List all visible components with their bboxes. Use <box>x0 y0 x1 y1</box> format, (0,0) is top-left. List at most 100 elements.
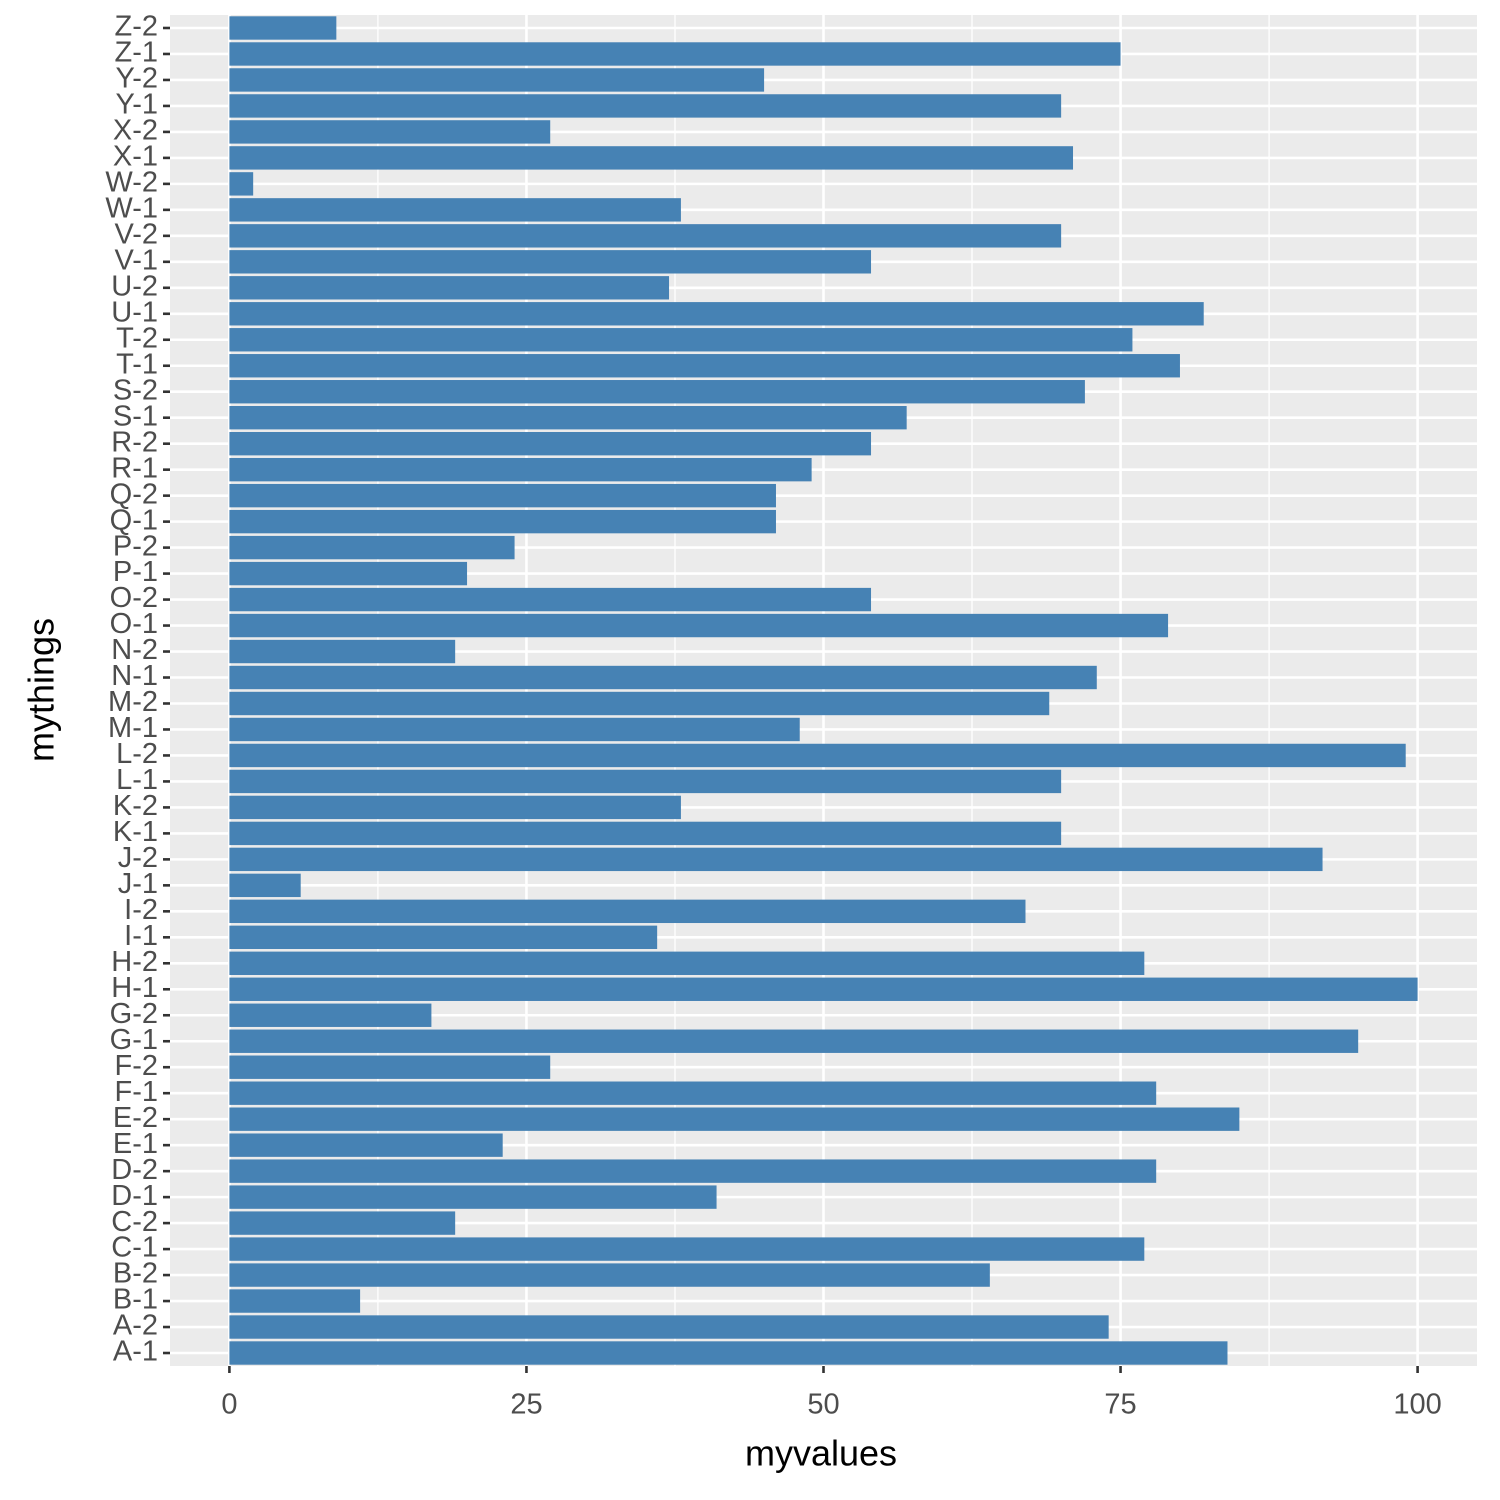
bar <box>229 302 1204 326</box>
bar <box>229 146 1074 170</box>
y-axis-title: mythings <box>21 618 62 762</box>
bar <box>229 224 1062 248</box>
y-tick-label: N-1 <box>111 660 158 692</box>
bar <box>229 1081 1157 1105</box>
bar <box>229 483 776 508</box>
bar <box>229 42 1121 66</box>
y-tick-label: J-2 <box>118 842 158 874</box>
y-tick-label: Z-2 <box>115 11 159 43</box>
bar <box>229 769 1062 794</box>
bar <box>229 1159 1157 1183</box>
bar <box>229 535 515 560</box>
y-tick-label: P-2 <box>113 530 158 562</box>
y-tick-label: X-1 <box>113 141 158 173</box>
y-tick-label: C-1 <box>111 1232 158 1264</box>
bar <box>229 328 1133 352</box>
bar <box>229 16 337 40</box>
y-tick-label: V-1 <box>114 244 158 276</box>
bar <box>229 172 254 196</box>
y-tick-label: K-2 <box>113 790 158 822</box>
bar <box>229 198 681 222</box>
y-tick-label: A-2 <box>113 1310 158 1342</box>
bar <box>229 951 1145 975</box>
bar <box>229 561 468 586</box>
y-tick-label: A-1 <box>113 1336 158 1368</box>
y-tick-label: M-1 <box>108 712 158 744</box>
y-tick-label: G-2 <box>110 998 158 1030</box>
bar <box>229 1341 1228 1365</box>
y-tick-label: D-2 <box>111 1154 158 1186</box>
bar <box>229 380 1085 404</box>
bar <box>229 509 776 534</box>
x-tick-label: 75 <box>1104 1389 1136 1421</box>
y-tick-label: R-1 <box>111 452 158 484</box>
bar <box>229 250 872 274</box>
y-tick-label: Q-1 <box>110 504 158 536</box>
y-tick-label: U-1 <box>111 296 158 328</box>
y-tick-label: V-2 <box>114 218 158 250</box>
bar <box>229 873 301 898</box>
y-tick-label: Y-1 <box>116 89 158 121</box>
y-tick-label: H-2 <box>111 946 158 978</box>
bar <box>229 276 670 300</box>
bar <box>229 821 1062 846</box>
bar <box>229 1133 503 1157</box>
y-tick-label: K-1 <box>113 816 158 848</box>
y-tick-label: F-1 <box>115 1076 159 1108</box>
bar <box>229 587 872 612</box>
x-tick-label: 50 <box>807 1389 839 1421</box>
y-tick-label: R-2 <box>111 426 158 458</box>
y-tick-label: T-2 <box>116 322 158 354</box>
bar <box>229 94 1062 118</box>
y-tick-label: Q-2 <box>110 478 158 510</box>
y-tick-label: S-2 <box>113 374 158 406</box>
bar <box>229 665 1097 690</box>
y-tick-label: T-1 <box>116 348 158 380</box>
bar <box>229 717 800 742</box>
y-tick-label: N-2 <box>111 634 158 666</box>
bar <box>229 1003 432 1027</box>
y-tick-label: C-2 <box>111 1206 158 1238</box>
x-axis-title: myvalues <box>745 1433 897 1474</box>
y-tick-label: G-1 <box>110 1024 158 1056</box>
bar <box>229 1211 456 1235</box>
bar <box>229 1029 1359 1053</box>
y-tick-label: I-1 <box>124 920 158 952</box>
y-tick-label: W-1 <box>105 193 158 225</box>
y-tick-label: P-1 <box>113 556 158 588</box>
bar <box>229 1263 990 1287</box>
bar <box>229 457 812 482</box>
y-tick-label: U-2 <box>111 270 158 302</box>
bar <box>229 613 1169 638</box>
y-tick-label: S-1 <box>113 400 158 432</box>
x-tick-label: 0 <box>221 1389 237 1421</box>
bar <box>229 1107 1240 1131</box>
bar <box>229 120 551 144</box>
y-tick-label: Z-1 <box>115 37 159 69</box>
bar <box>229 691 1050 716</box>
y-tick-label: Y-2 <box>116 63 158 95</box>
x-tick-label: 100 <box>1393 1389 1441 1421</box>
y-tick-label: E-2 <box>113 1102 158 1134</box>
y-tick-label: B-1 <box>113 1284 158 1316</box>
bar <box>229 1185 717 1209</box>
y-tick-label: D-1 <box>111 1180 158 1212</box>
bar <box>229 1315 1109 1339</box>
y-tick-label: H-1 <box>111 972 158 1004</box>
bar <box>229 354 1180 378</box>
bar <box>229 1289 361 1313</box>
y-tick-label: O-2 <box>110 582 158 614</box>
y-tick-label: L-2 <box>116 738 158 770</box>
bar <box>229 847 1323 872</box>
bar <box>229 1237 1145 1261</box>
bar <box>229 977 1418 1001</box>
bar <box>229 68 765 92</box>
y-tick-label: X-2 <box>113 115 158 147</box>
bar <box>229 1055 551 1079</box>
y-tick-label: W-2 <box>105 167 158 199</box>
y-tick-label: O-1 <box>110 608 158 640</box>
y-tick-label: J-1 <box>118 868 158 900</box>
bar <box>229 795 681 820</box>
y-tick-label: B-2 <box>113 1258 158 1290</box>
